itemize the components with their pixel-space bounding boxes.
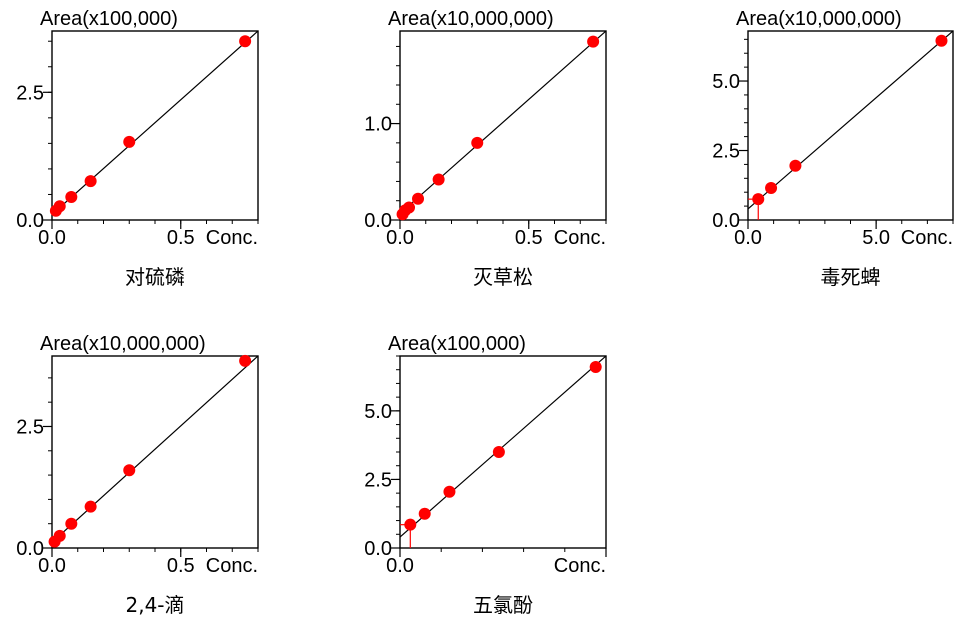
x-tick-label: 0.0: [386, 555, 414, 577]
data-point: [789, 159, 802, 172]
data-point: [412, 192, 425, 205]
data-point: [53, 200, 66, 213]
x-tick-label: 0.0: [734, 227, 762, 249]
fit-line: [400, 31, 606, 215]
data-point: [239, 354, 252, 367]
chart-title: Area(x100,000): [40, 8, 178, 30]
chart-panel-2: 0.0 1.0 0.0 0.5 Conc. Area(x10,000,000) 灭草松: [364, 8, 607, 289]
data-point: [443, 485, 456, 498]
y-tick-label: 0.0: [16, 210, 44, 232]
chart-title: Area(x100,000): [388, 333, 526, 355]
data-point: [123, 135, 136, 148]
chart-caption: 2,4-滴: [125, 593, 184, 617]
data-point: [418, 507, 431, 520]
chart-panel-5: 0.0 2.5 5.0 0.0 Conc. Area(x100,000) 五氯酚: [364, 333, 607, 617]
plot-border: [51, 355, 259, 549]
data-point: [432, 173, 445, 186]
y-tick-label: 5.0: [712, 71, 740, 93]
x-axis-label: Conc.: [554, 555, 606, 577]
data-point: [65, 517, 78, 530]
data-point: [239, 35, 252, 48]
y-tick-label: 0.0: [16, 538, 44, 560]
data-point: [84, 500, 97, 513]
y-tick-label: 0.0: [364, 538, 392, 560]
plot-border: [51, 30, 259, 221]
fit-line: [52, 31, 258, 216]
x-axis-label: Conc.: [554, 227, 606, 249]
x-tick-label: 0.0: [38, 555, 66, 577]
data-point: [53, 529, 66, 542]
y-tick-label: 0.0: [364, 210, 392, 232]
data-point: [471, 136, 484, 149]
chart-panel-1: 0.0 2.5 0.0 0.5 Conc. Area(x100,000) 对硫磷: [16, 8, 259, 289]
x-axis-label: Conc.: [206, 555, 258, 577]
chart-panel-4: 0.0 2.5 0.0 0.5 Conc. Area(x10,000,000) 2,4-滴: [16, 333, 259, 617]
plot-border: [747, 30, 954, 221]
y-tick-label: 2.5: [16, 416, 44, 438]
data-point: [935, 34, 948, 47]
data-point: [589, 360, 602, 373]
y-tick-label: 1.0: [364, 114, 392, 136]
x-axis-label: Conc.: [206, 227, 258, 249]
x-tick-label: 0.5: [167, 227, 195, 249]
chart-caption: 毒死蜱: [821, 265, 881, 289]
y-tick-label: 5.0: [364, 401, 392, 423]
chart-caption: 五氯酚: [473, 593, 533, 617]
data-point: [492, 446, 505, 458]
chart-caption: 灭草松: [473, 265, 533, 289]
x-tick-label: 0.5: [167, 555, 195, 577]
data-point: [587, 35, 600, 48]
chart-title: Area(x10,000,000): [40, 333, 206, 355]
y-tick-label: 2.5: [364, 469, 392, 491]
chart-title: Area(x10,000,000): [736, 8, 902, 30]
y-tick-label: 2.5: [16, 82, 44, 104]
y-tick-label: 2.5: [712, 141, 740, 163]
x-tick-label: 0.5: [515, 227, 543, 249]
data-point: [752, 193, 765, 206]
data-point: [123, 464, 136, 477]
y-tick-label: 0.0: [712, 210, 740, 232]
data-point: [765, 182, 778, 195]
data-point: [84, 175, 97, 188]
fit-line: [52, 356, 258, 544]
x-axis-label: Conc.: [901, 227, 953, 249]
chart-caption: 对硫磷: [125, 265, 185, 289]
x-tick-label: 5.0: [862, 227, 890, 249]
x-tick-label: 0.0: [38, 227, 66, 249]
data-point: [403, 201, 416, 214]
data-point: [65, 191, 78, 204]
data-point: [404, 518, 417, 531]
x-tick-label: 0.0: [386, 227, 414, 249]
plot-border: [399, 30, 607, 221]
chart-title: Area(x10,000,000): [388, 8, 554, 30]
fit-line: [748, 31, 953, 210]
fit-line: [400, 356, 606, 538]
chart-panel-3: 0.0 2.5 5.0 0.0 5.0 Conc. Area(x10,000,000) 毒死蜱: [712, 8, 954, 289]
